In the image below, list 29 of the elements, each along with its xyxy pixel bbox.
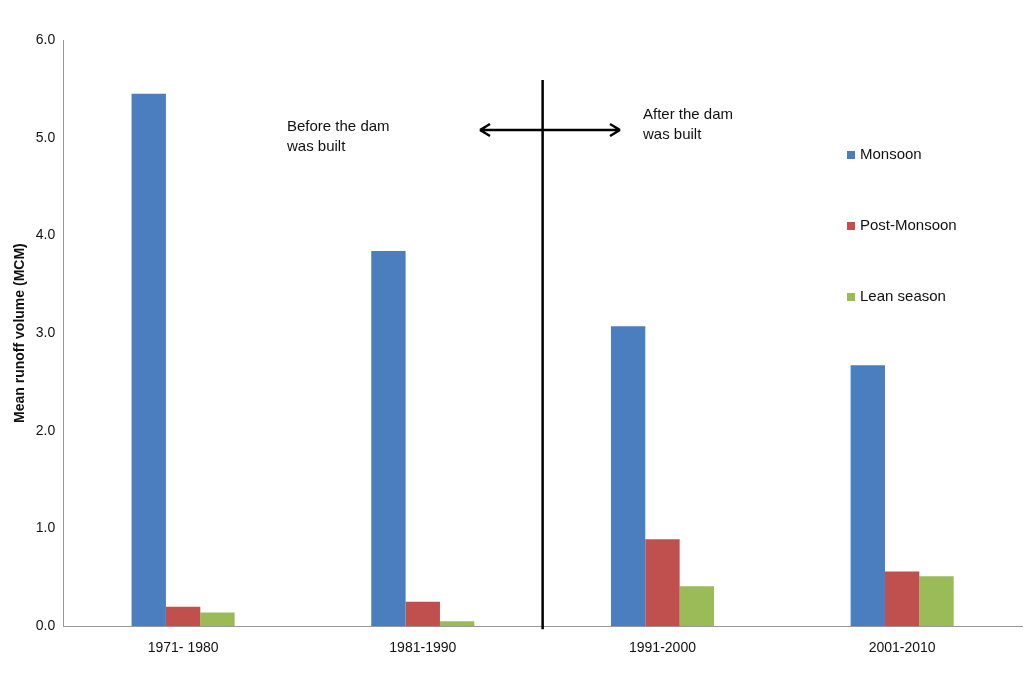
- x-tick-label: 2001-2010: [868, 639, 936, 656]
- y-tick-label: 0.0: [35, 617, 56, 634]
- annotation: After the dam was built: [643, 104, 735, 144]
- legend-label: Monsoon: [860, 145, 922, 163]
- legend-label: Post-Monsoon: [860, 216, 957, 234]
- bar: [131, 93, 166, 627]
- y-tick-label: 5.0: [35, 128, 56, 145]
- y-axis-title: Mean runoff volume (MCM): [11, 243, 28, 423]
- y-tick-label: 4.0: [35, 226, 56, 243]
- bar: [884, 571, 920, 627]
- x-tick-label: 1981-1990: [389, 639, 457, 656]
- annotation: Before the dam was built: [287, 116, 391, 156]
- y-tick-label: 3.0: [35, 323, 56, 340]
- bar: [405, 601, 440, 627]
- bar: [165, 606, 201, 627]
- bar: [371, 251, 406, 627]
- y-tick-label: 6.0: [35, 30, 56, 47]
- bar: [610, 326, 646, 627]
- bar: [645, 539, 680, 627]
- bar: [200, 612, 235, 627]
- legend-label: Lean season: [860, 287, 946, 305]
- bar: [679, 586, 715, 627]
- bar: [919, 576, 954, 627]
- x-tick-label: 1971- 1980: [147, 639, 219, 656]
- y-tick-label: 1.0: [35, 519, 56, 536]
- y-tick-label: 2.0: [35, 421, 56, 438]
- bar: [439, 621, 475, 627]
- bar: [850, 365, 885, 627]
- x-tick-label: 1991-2000: [629, 639, 697, 656]
